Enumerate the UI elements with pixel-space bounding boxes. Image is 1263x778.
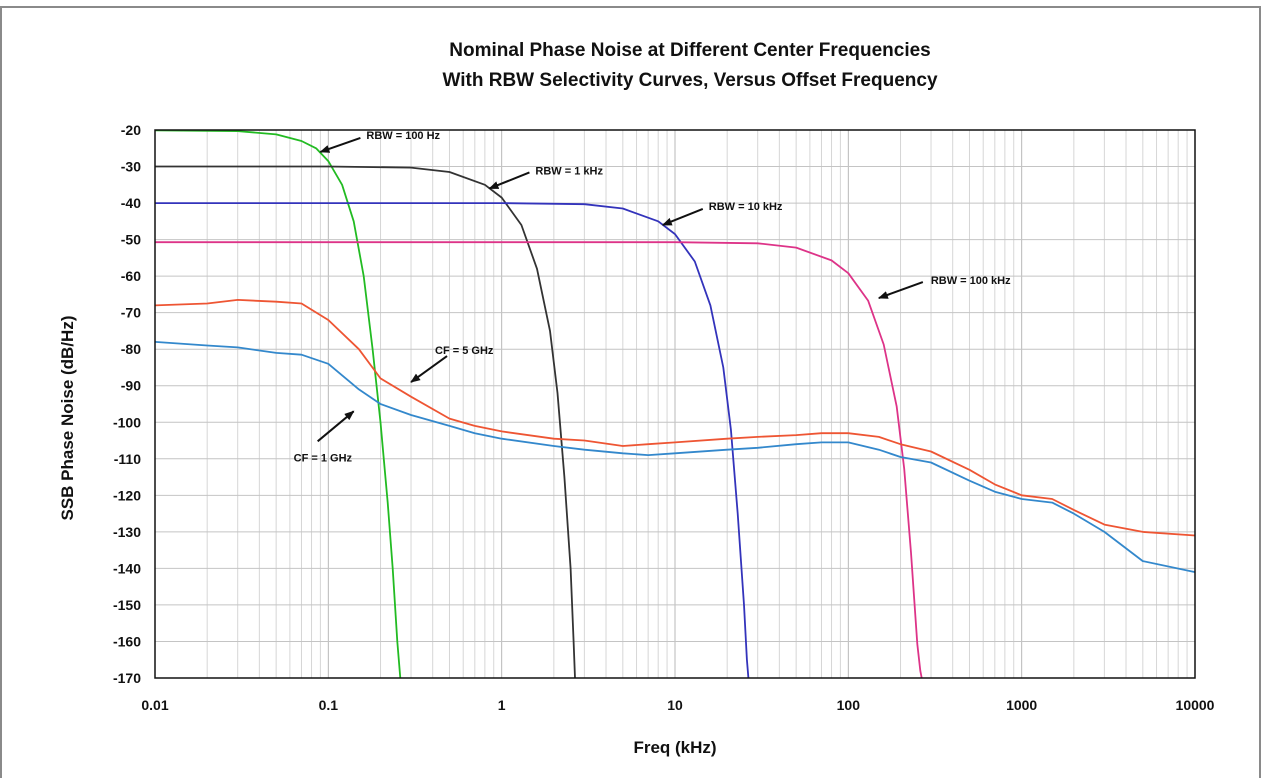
annotation-arrow	[661, 208, 704, 226]
annotation-label: CF = 1 GHz	[294, 452, 353, 464]
x-tick-label: 10000	[1176, 697, 1215, 713]
series-line-3	[155, 202, 750, 679]
x-tick-label: 10	[667, 697, 683, 713]
x-tick-label: 0.1	[319, 697, 339, 713]
annotation-label: CF = 5 GHz	[435, 345, 494, 357]
tick-labels: 0.01 0.1 1 10 100 1000 10000 -20 -30 -40 -50 -60 -70…	[113, 122, 1215, 713]
chart-subtitle: With RBW Selectivity Curves, Versus Offs…	[442, 70, 937, 91]
y-tick-label: -170	[113, 670, 141, 686]
series-line-6	[154, 341, 1196, 573]
annotation-arrow	[410, 355, 448, 383]
series-line-5	[154, 298, 1196, 537]
y-tick-label: -60	[121, 268, 141, 284]
y-tick-label: -40	[121, 195, 141, 211]
chart-frame	[0, 6, 1261, 778]
annotation-label: RBW = 100 kHz	[931, 275, 1011, 287]
annotation-label: RBW = 100 Hz	[366, 130, 440, 142]
x-tick-label: 1	[498, 697, 506, 713]
grid-lines	[154, 129, 1195, 679]
annotation-label: RBW = 10 kHz	[709, 201, 783, 213]
x-tick-label: 1000	[1006, 697, 1037, 713]
y-tick-label: -110	[114, 451, 141, 467]
series-line-4	[155, 241, 923, 679]
annotation-arrow	[488, 171, 530, 190]
annotation-label: RBW = 1 kHz	[535, 165, 603, 177]
annotations: RBW = 100 Hz RBW = 1 kHz RBW = 10 kHz RBW =…	[294, 130, 1011, 464]
annotation-arrow	[319, 136, 361, 153]
y-axis-label: SSB Phase Noise (dB/Hz)	[58, 316, 77, 521]
x-axis-label: Freq (kHz)	[633, 738, 716, 757]
chart-title: Nominal Phase Noise at Different Center …	[449, 40, 930, 61]
x-tick-label: 100	[837, 697, 861, 713]
y-tick-label: -20	[121, 122, 141, 138]
series-layer	[154, 129, 1196, 679]
plot-area-border	[154, 129, 1196, 679]
y-tick-label: -120	[113, 487, 141, 503]
y-tick-label: -50	[121, 232, 141, 248]
y-tick-label: -100	[113, 414, 141, 430]
series-line-1	[154, 129, 402, 679]
y-tick-label: -80	[121, 341, 141, 357]
series-line-2	[155, 165, 576, 679]
y-tick-label: -140	[113, 560, 141, 576]
y-tick-label: -70	[121, 305, 141, 321]
annotation-arrow	[877, 281, 924, 299]
x-tick-label: 0.01	[141, 697, 168, 713]
y-tick-label: -90	[121, 378, 141, 394]
y-tick-label: -30	[121, 159, 141, 175]
y-tick-label: -160	[113, 633, 141, 649]
annotation-arrow	[317, 410, 355, 443]
y-tick-label: -130	[113, 524, 141, 540]
y-tick-label: -150	[113, 597, 141, 613]
